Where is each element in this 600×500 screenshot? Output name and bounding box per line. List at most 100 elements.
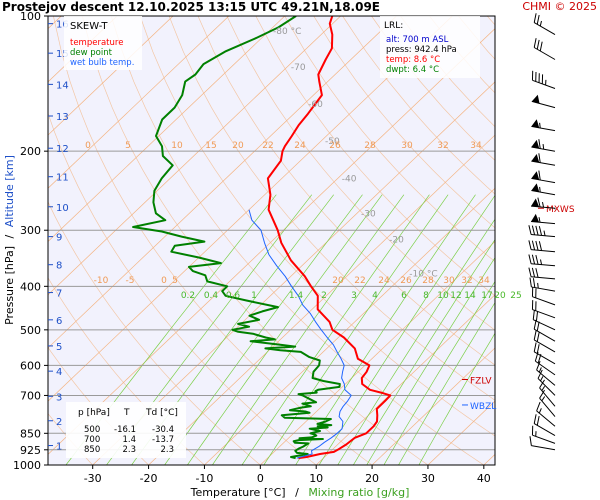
table-cell: -13.7 xyxy=(152,435,174,445)
lrl-temp: temp: 8.6 °C xyxy=(386,55,440,65)
dry-adiabat-label: 10 xyxy=(171,141,183,151)
wind-barb xyxy=(531,287,556,306)
mixing-ratio-label: 3 xyxy=(351,291,357,301)
altitude-tick-label: 1 xyxy=(56,442,62,453)
table-header-p: p [hPa] xyxy=(78,408,110,418)
wind-barb xyxy=(528,225,556,238)
wind-barb xyxy=(532,310,556,331)
table-cell: 700 xyxy=(84,435,100,445)
series-line-wet-bulb-temp- xyxy=(248,209,352,459)
plot-area xyxy=(47,15,496,466)
wind-barb xyxy=(539,389,556,417)
mixing-ratio-label: 6 xyxy=(401,291,407,301)
dry-adiabat-label: 0 xyxy=(85,141,91,151)
wind-barb xyxy=(531,119,556,132)
lrl-dwpt: dwpt: 6.4 °C xyxy=(386,65,439,75)
mixing-ratio-label: 0.6 xyxy=(226,291,241,301)
y-axis-label: Pressure [hPa] xyxy=(3,246,16,325)
isotherm-label: -10 °C xyxy=(409,270,437,280)
temperature-tick-label: 30 xyxy=(421,472,435,485)
mixing-ratio-label: 14 xyxy=(464,291,476,301)
dry-adiabat xyxy=(545,16,600,465)
dry-adiabat xyxy=(226,16,495,331)
mixing-ratio-line xyxy=(187,194,383,465)
isotherm xyxy=(371,347,495,465)
legend-item-dew-point: dew point xyxy=(70,48,113,58)
y-axis-title: Pressure [hPa] / Altitude [km] xyxy=(3,155,16,325)
mixing-ratio-line xyxy=(318,194,495,465)
mixing-ratio-label: 1 xyxy=(251,291,257,301)
altitude-tick-label: 11 xyxy=(56,173,69,184)
dry-adiabat-label: 24 xyxy=(294,141,306,151)
altitude-tick-label: 8 xyxy=(56,261,62,272)
wind-barb xyxy=(531,170,556,184)
wind-barb xyxy=(533,38,556,60)
lrl-title: LRL: xyxy=(384,21,403,31)
pressure-tick-label: 600 xyxy=(20,359,41,372)
wind-barb xyxy=(536,401,556,427)
dry-adiabat-label: 15 xyxy=(205,141,216,151)
dry-adiabat-label: 26 xyxy=(329,141,341,151)
mixing-ratio-label: 1.4 xyxy=(289,291,304,301)
dry-adiabat-label: 24 xyxy=(378,276,390,286)
legend-title: SKEW-T xyxy=(70,21,108,32)
altitude-tick-label: 7 xyxy=(56,289,62,300)
wind-barb xyxy=(531,213,556,225)
y-axis-label-altitude: Altitude [km] xyxy=(3,155,16,227)
mixing-ratio-label: 0.2 xyxy=(181,291,195,301)
wind-barb xyxy=(539,379,556,407)
wind-barb xyxy=(528,267,556,280)
pressure-tick-label: 100 xyxy=(20,10,41,23)
isotherm-label: -80 °C xyxy=(273,27,301,37)
wind-barb xyxy=(531,300,556,319)
dry-adiabat-label: 5 xyxy=(125,141,131,151)
isotherm xyxy=(260,241,495,465)
temperature-tick-label: 20 xyxy=(365,472,379,485)
wind-barb xyxy=(531,70,556,89)
wind-barb xyxy=(533,13,556,36)
level-label-mxws: MXWS xyxy=(546,205,575,215)
x-axis-separator: / xyxy=(295,486,299,499)
isotherm-label: -60 xyxy=(308,100,323,110)
mixing-ratio-label: 2 xyxy=(321,291,327,301)
altitude-tick-label: 4 xyxy=(56,367,62,378)
dry-adiabat-label: 30 xyxy=(401,141,413,151)
isotherm-label: -70 xyxy=(291,63,306,73)
altitude-tick-label: 9 xyxy=(56,233,62,244)
level-table: p [hPa] T Td [°C] 500 -16.1 -30.4 700 1.… xyxy=(66,402,186,458)
dry-adiabat xyxy=(255,16,495,297)
altitude-tick-label: 10 xyxy=(56,203,69,214)
pressure-tick-label: 400 xyxy=(20,280,41,293)
dry-adiabat-label: 22 xyxy=(262,141,273,151)
wind-barb xyxy=(533,319,556,342)
table-cell: 850 xyxy=(84,445,100,455)
isotherm-label: -40 xyxy=(342,174,357,184)
dry-adiabat-label: 5 xyxy=(172,276,178,286)
mixing-ratio-label: 10 xyxy=(437,291,449,301)
chart-title: Prostejov descent 12.10.2025 13:15 UTC 4… xyxy=(2,0,380,14)
mixing-ratio-line xyxy=(398,301,495,465)
mixing-ratio-line xyxy=(212,194,405,465)
altitude-tick-label: 13 xyxy=(56,112,69,123)
table-cell: 2.3 xyxy=(160,445,174,455)
mixing-ratio-label: 25 xyxy=(510,291,521,301)
lrl-press: press: 942.4 hPa xyxy=(386,45,457,55)
legend: SKEW-T temperature dew point wet bulb te… xyxy=(64,16,142,70)
wind-barb xyxy=(533,414,556,437)
isotherm-label: -50 xyxy=(325,137,340,147)
mixing-ratio-label: 17 xyxy=(481,291,492,301)
temperature-tick-label: 40 xyxy=(477,472,491,485)
dry-adiabat-label: 34 xyxy=(470,141,482,151)
lrl-box: LRL: alt: 700 m ASL press: 942.4 hPa tem… xyxy=(380,16,480,78)
isotherm xyxy=(48,16,230,189)
copyright-label: CHMI © 2025 xyxy=(522,0,597,13)
isotherm xyxy=(148,134,495,465)
wind-barb xyxy=(531,425,556,444)
temperature-tick-label: -30 xyxy=(84,472,102,485)
mixing-ratio-line xyxy=(366,257,495,465)
mixing-ratio-line xyxy=(241,194,430,465)
pressure-tick-label: 850 xyxy=(20,427,41,440)
wind-barb xyxy=(531,153,556,166)
isotherm xyxy=(315,294,495,465)
isotherm xyxy=(48,16,174,136)
